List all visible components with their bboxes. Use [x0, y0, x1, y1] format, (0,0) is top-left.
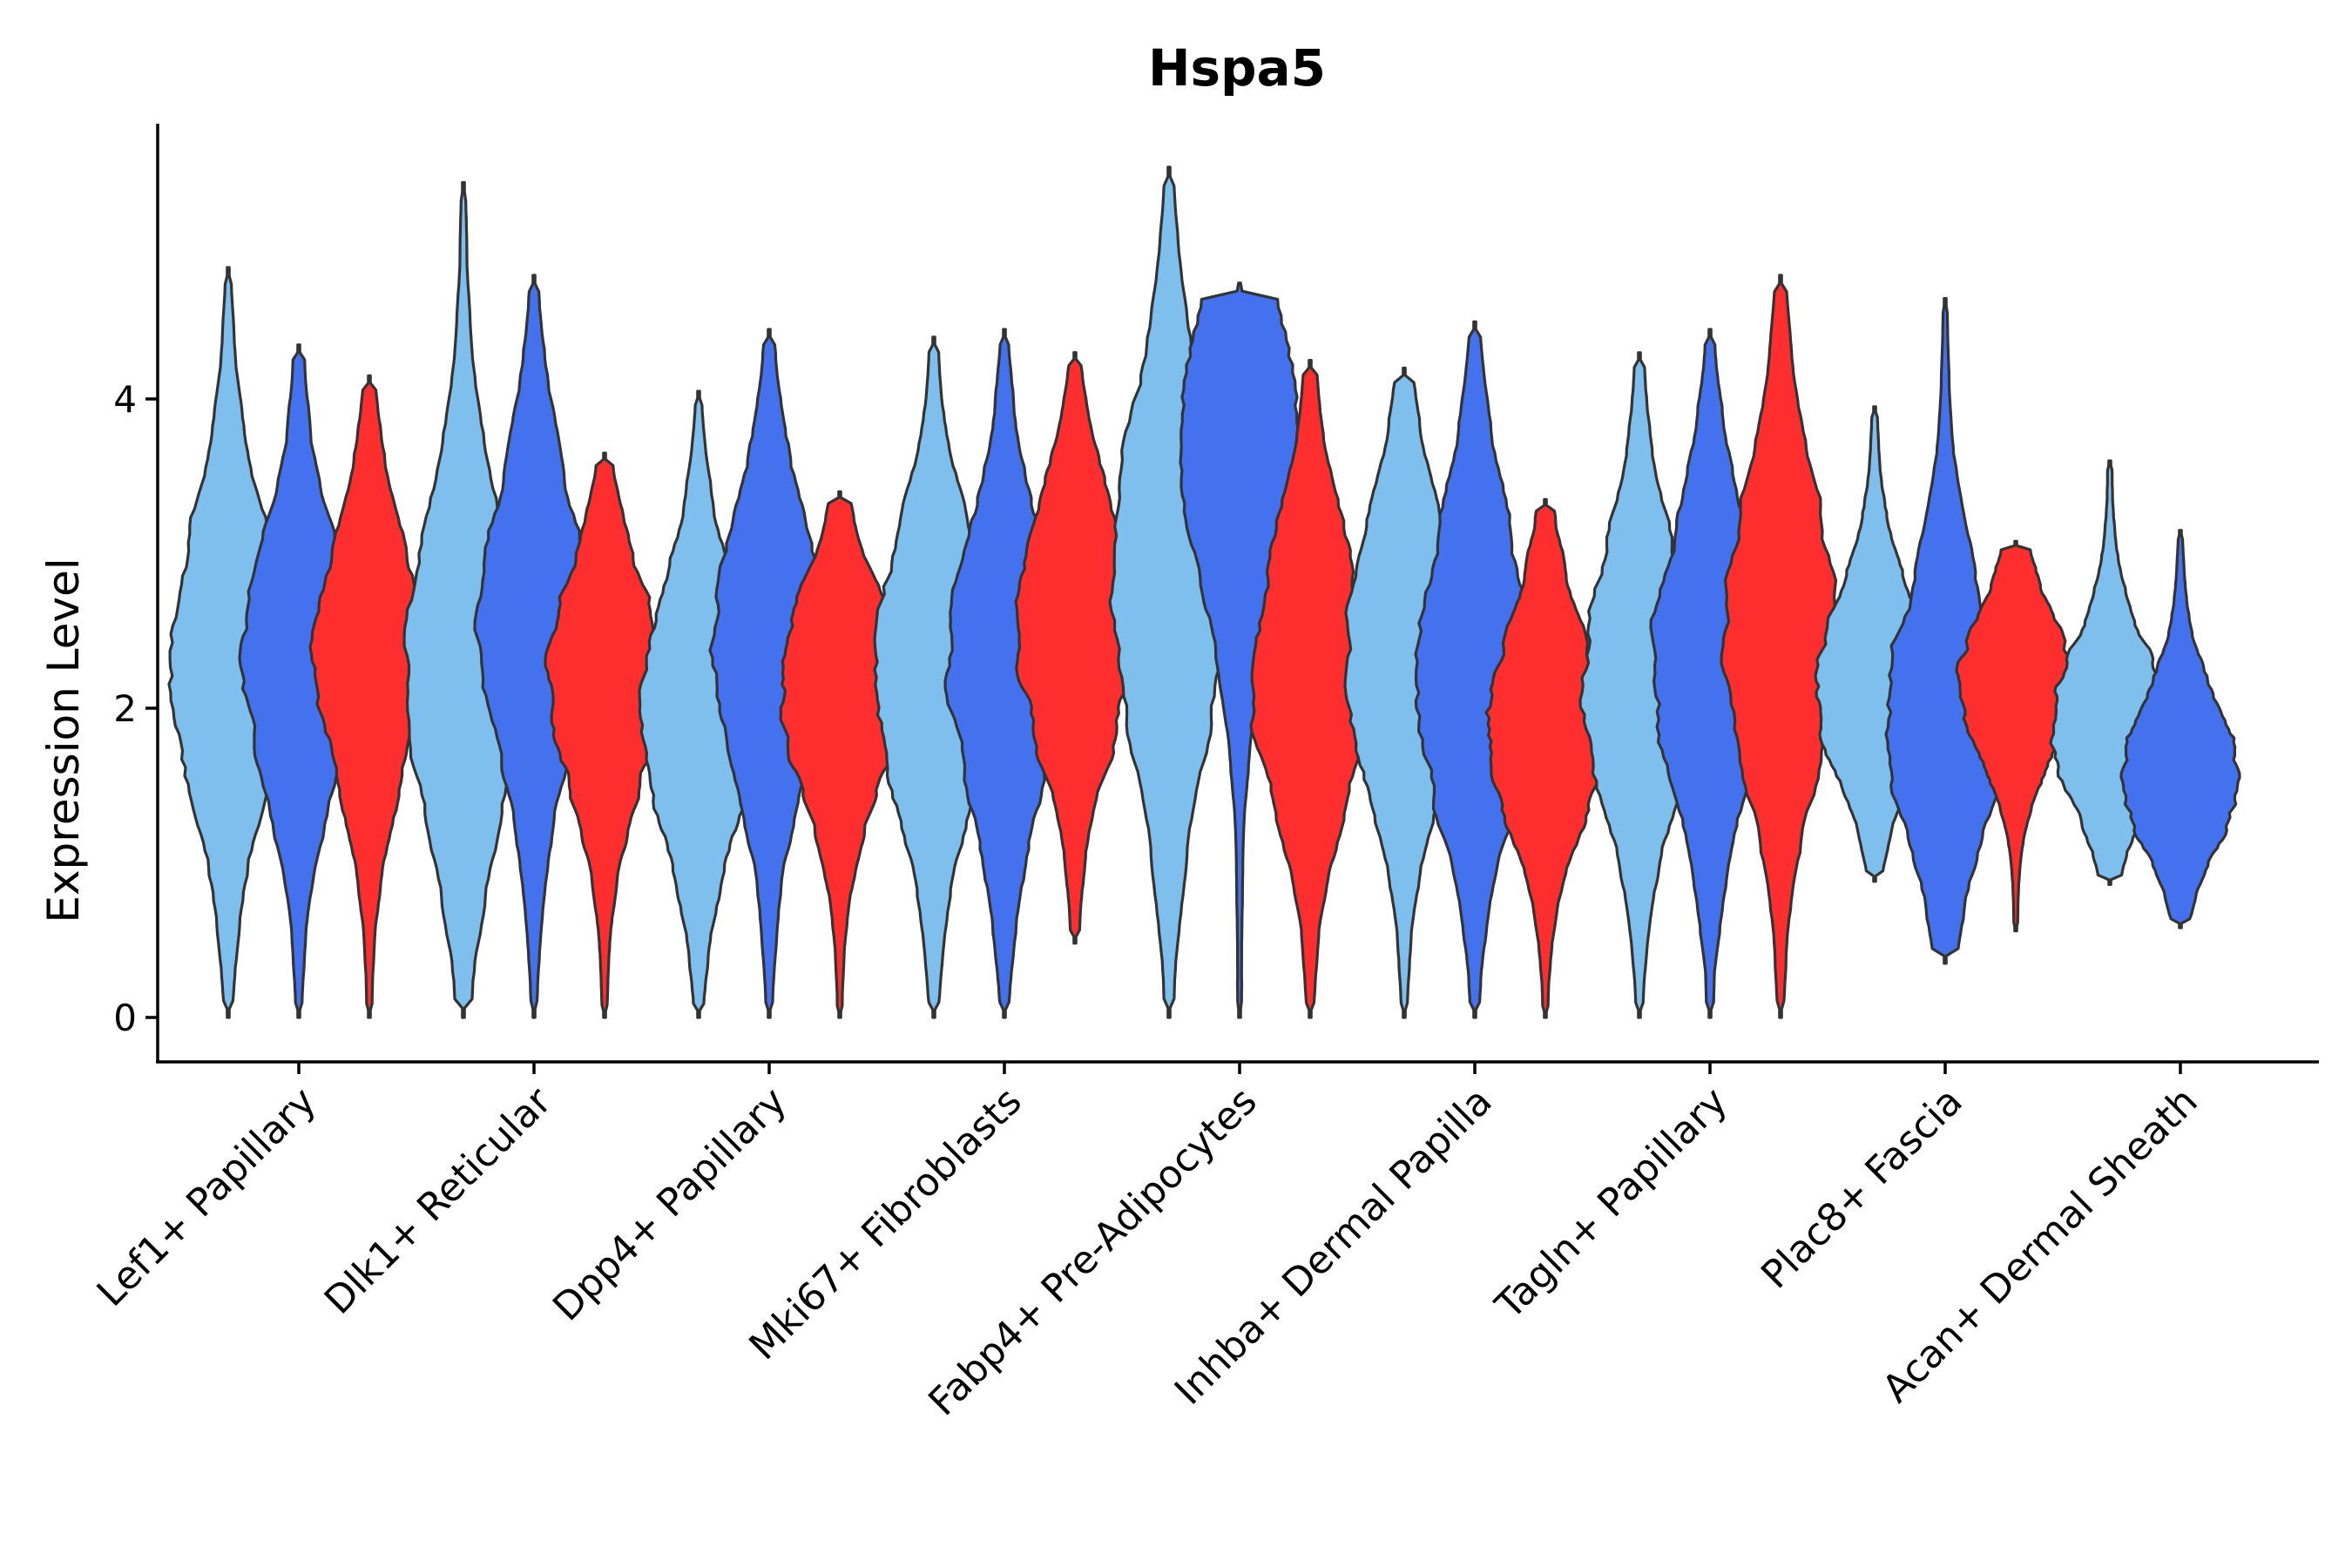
y-axis-label: Expression Level [38, 558, 89, 923]
violin-layer [167, 166, 2241, 1019]
violin [1014, 351, 1136, 945]
violin [308, 374, 430, 1019]
category-label: Plac8+ Fascia [1753, 1079, 1971, 1298]
violin [1108, 166, 1230, 1019]
category-label: Dlk1+ Reticular [316, 1078, 561, 1323]
violin [943, 328, 1065, 1019]
violin [1484, 497, 1606, 1019]
violin [544, 451, 666, 1019]
category-label: Tagln+ Papillary [1487, 1079, 1736, 1328]
violin [779, 490, 901, 1019]
y-tick-label: 0 [113, 997, 137, 1039]
violin [1720, 274, 1842, 1019]
y-tick-label: 2 [113, 687, 137, 730]
violin [2119, 529, 2241, 929]
violin [1179, 281, 1301, 1019]
category-label: Lef1+ Papillary [89, 1079, 325, 1315]
y-ticks: 0 2 4 [113, 378, 158, 1039]
y-tick-label: 4 [113, 378, 137, 421]
category-label: Dpp4+ Papillary [544, 1079, 795, 1330]
chart-title: Hspa5 [1148, 38, 1326, 98]
violin [1249, 359, 1371, 1019]
violin [1955, 539, 2077, 933]
violin [238, 343, 360, 1019]
